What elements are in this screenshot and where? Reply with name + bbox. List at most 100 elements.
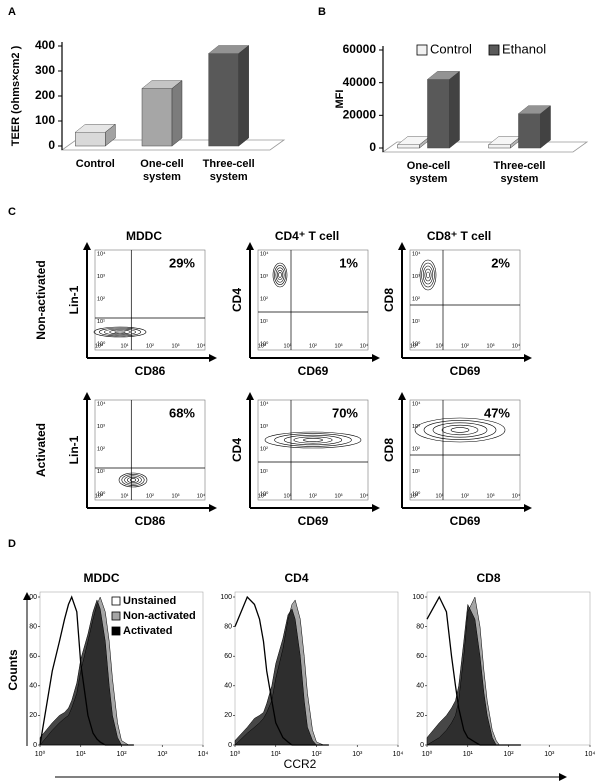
bar-side-shade [172, 80, 182, 146]
y-tick-label: 0 [420, 742, 424, 749]
y-tick-label: 10⁰ [412, 490, 421, 497]
series-area [234, 608, 329, 746]
bar-side-shade [238, 45, 249, 146]
legend-swatch [111, 626, 121, 636]
y-tick-label: 10¹ [412, 469, 420, 475]
contour [274, 265, 286, 285]
x-tick-label: 10⁰ [230, 750, 241, 758]
y-tick-label: 10² [260, 296, 268, 302]
y-tick-label: 20 [224, 712, 232, 719]
y-tick-label: 10² [97, 296, 105, 302]
y-axis-label: MFI [334, 90, 346, 109]
legend-swatch [111, 611, 121, 621]
x-tick-label: 10⁰ [95, 342, 104, 349]
y-tick-label: 10³ [412, 274, 420, 280]
y-tick-label: 10³ [260, 424, 268, 430]
y-tick-label: 10³ [260, 274, 268, 280]
bar [518, 113, 541, 149]
x-tick-label: 10³ [352, 751, 363, 758]
panel-label: A [8, 6, 16, 18]
x-tick-label: 10³ [172, 493, 180, 499]
x-tick-label: 10¹ [284, 343, 292, 349]
y-tick-label: 10¹ [260, 319, 268, 325]
x-tick-label: 10⁴ [512, 342, 521, 349]
bar-side [105, 123, 116, 147]
plot-frame [94, 399, 206, 501]
x-tick-label: 10³ [157, 751, 168, 758]
x-tick-label: 10³ [487, 343, 495, 349]
y-tick-label: 0 [369, 140, 376, 154]
x-tick-label: One-cell system [407, 160, 450, 185]
y-axis-label: CD8 [382, 288, 396, 312]
contour [127, 476, 139, 484]
y-tick-label: 10⁰ [97, 340, 106, 347]
percent-label: 2% [491, 255, 510, 270]
x-tick-label: 10² [116, 751, 127, 758]
contour [441, 424, 479, 436]
percent-label: 70% [332, 405, 358, 420]
y-tick-label: 0 [33, 742, 37, 749]
contour [98, 327, 142, 337]
y-tick-label: 10⁴ [260, 250, 269, 257]
series-line [234, 595, 329, 746]
contour [264, 431, 362, 449]
percent-label: 68% [169, 405, 195, 420]
x-tick-label: One-cell system [140, 158, 183, 183]
bar-top-shade [488, 136, 521, 145]
column-title: CD8⁺ T cell [427, 229, 491, 243]
bar-side [238, 44, 249, 147]
y-tick-label: 10⁰ [260, 490, 269, 497]
x-tick-label: 10⁰ [95, 492, 104, 499]
y-tick-label: 20000 [343, 108, 377, 122]
x-tick-label: 10¹ [436, 493, 444, 499]
y-tick-label: 10⁰ [412, 340, 421, 347]
x-tick-label: 10² [146, 493, 154, 499]
bar [427, 79, 450, 149]
x-tick-label: 10¹ [121, 493, 129, 499]
y-tick-label: 10⁰ [97, 490, 106, 497]
x-tick-label: 10³ [172, 343, 180, 349]
x-axis-label: CCR2 [284, 757, 317, 771]
x-tick-label: 10² [146, 343, 154, 349]
x-tick-label: 10³ [544, 751, 555, 758]
y-tick-label: 80 [224, 623, 232, 630]
legend-label: Non-activated [123, 610, 196, 622]
bar-top-shade [518, 105, 551, 114]
bar-side-shade [105, 124, 116, 146]
chart-title: CD8 [476, 571, 500, 585]
x-tick-label: Control [76, 158, 115, 170]
contour [293, 436, 333, 444]
column-title: CD4⁺ T cell [275, 229, 339, 243]
panel-label: B [318, 6, 326, 18]
y-tick-label: 20 [29, 712, 37, 719]
x-tick-label: 10⁴ [585, 751, 596, 758]
y-tick-label: 60 [224, 653, 232, 660]
x-axis-label: CD69 [450, 514, 481, 528]
x-tick-label: 10¹ [121, 343, 129, 349]
x-axis-label: CD69 [298, 364, 329, 378]
bar-side-shade [449, 71, 460, 148]
chart-title: CD4 [284, 571, 308, 585]
contour [419, 259, 437, 291]
contour [303, 438, 323, 442]
y-tick-label: 60000 [343, 42, 377, 56]
y-axis-label: TEER (ohms×cm2 ) [10, 45, 22, 146]
x-tick-label: 10⁰ [258, 342, 267, 349]
x-tick-label: 10⁴ [197, 342, 206, 349]
x-tick-label: Three-cell system [203, 158, 255, 183]
x-axis-label: CD86 [135, 514, 166, 528]
y-tick-label: 10³ [412, 424, 420, 430]
bar [141, 88, 173, 147]
x-tick-label: 10³ [335, 343, 343, 349]
y-tick-label: 10⁴ [260, 400, 269, 407]
x-tick-label: 10⁰ [422, 750, 433, 758]
y-tick-label: 80 [29, 623, 37, 630]
row-label: Activated [34, 423, 48, 477]
bar-top-shade [397, 136, 430, 145]
y-tick-label: 0 [228, 742, 232, 749]
x-axis-label: CD69 [298, 514, 329, 528]
series-line [426, 595, 521, 746]
x-tick-label: 10¹ [463, 751, 474, 758]
bar-side-shade [540, 105, 551, 148]
contour [450, 427, 470, 433]
